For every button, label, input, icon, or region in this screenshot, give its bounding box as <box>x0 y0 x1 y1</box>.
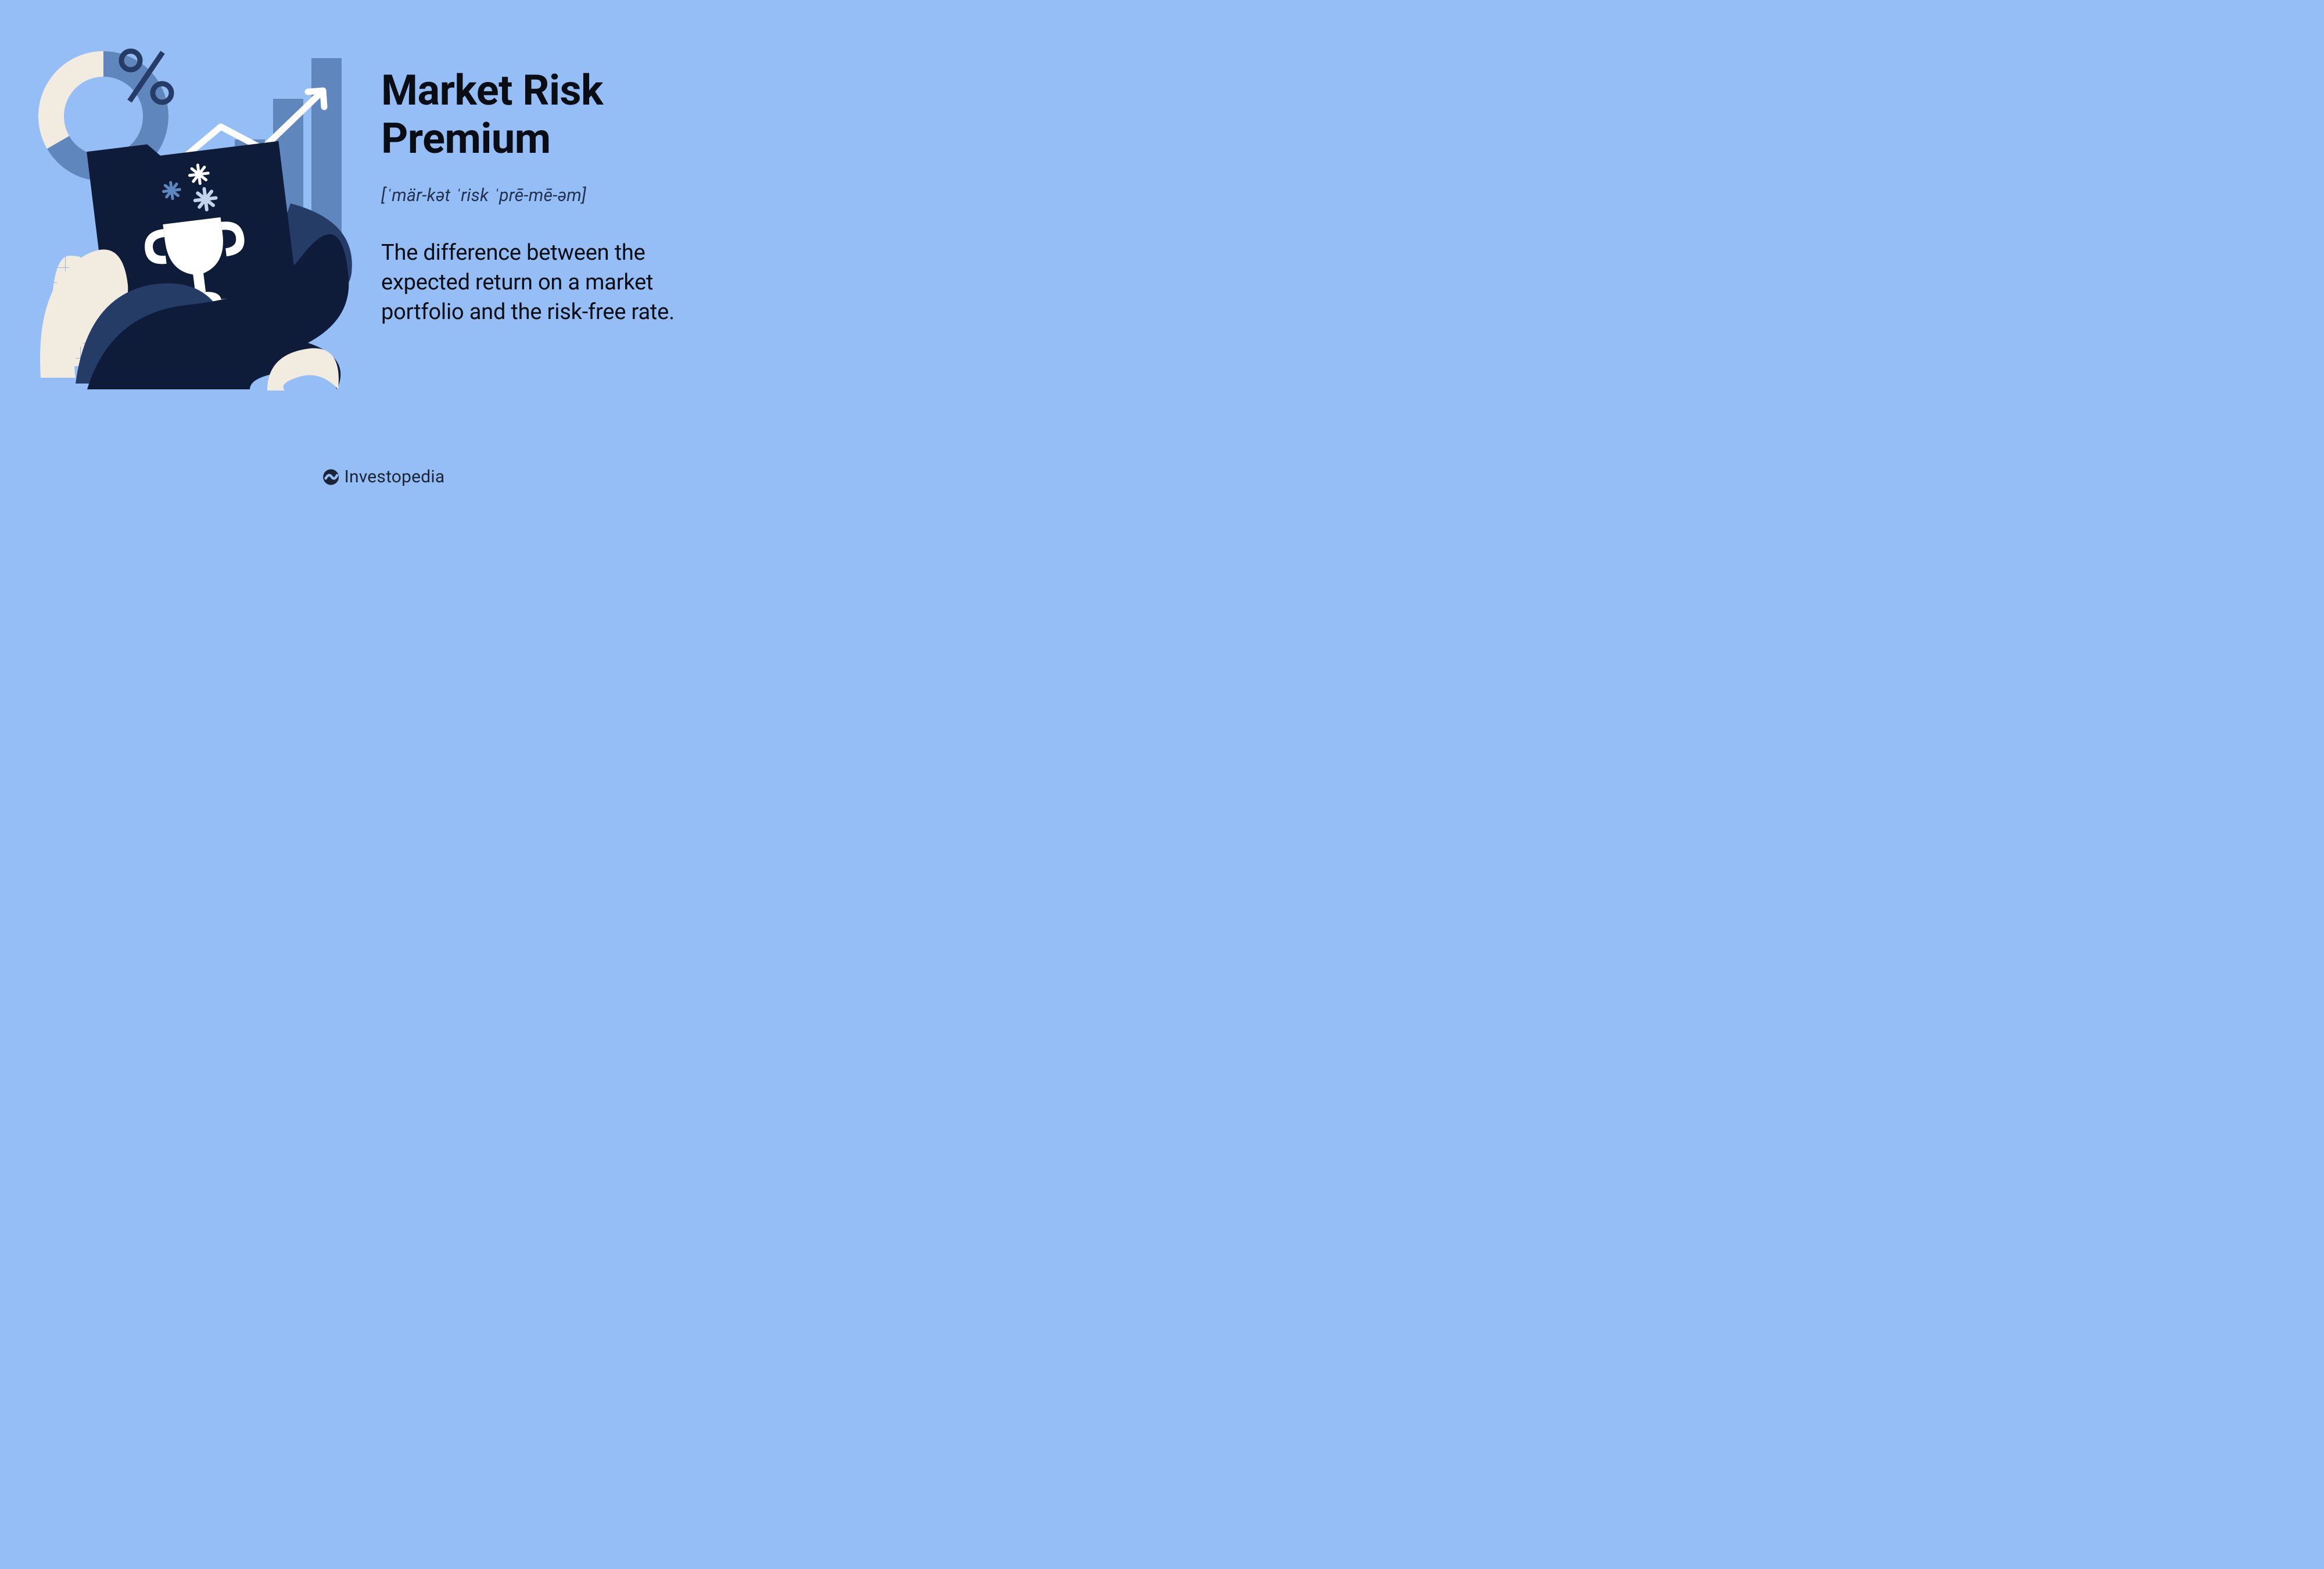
illustration <box>35 41 360 413</box>
text-block: Market Risk Premium [ˈmär-kət ˈrisk ˈprē… <box>381 67 706 327</box>
infographic-canvas: Market Risk Premium [ˈmär-kət ˈrisk ˈprē… <box>0 0 767 504</box>
brand-name: Investopedia <box>345 467 445 487</box>
brand-logo-icon <box>322 468 340 486</box>
term-title: Market Risk Premium <box>381 67 706 163</box>
term-definition: The difference between the expected retu… <box>381 238 706 328</box>
term-pronunciation: [ˈmär-kət ˈrisk ˈprē-mē-əm] <box>381 185 706 206</box>
brand-footer: Investopedia <box>322 467 445 487</box>
illustration-svg <box>35 41 360 413</box>
